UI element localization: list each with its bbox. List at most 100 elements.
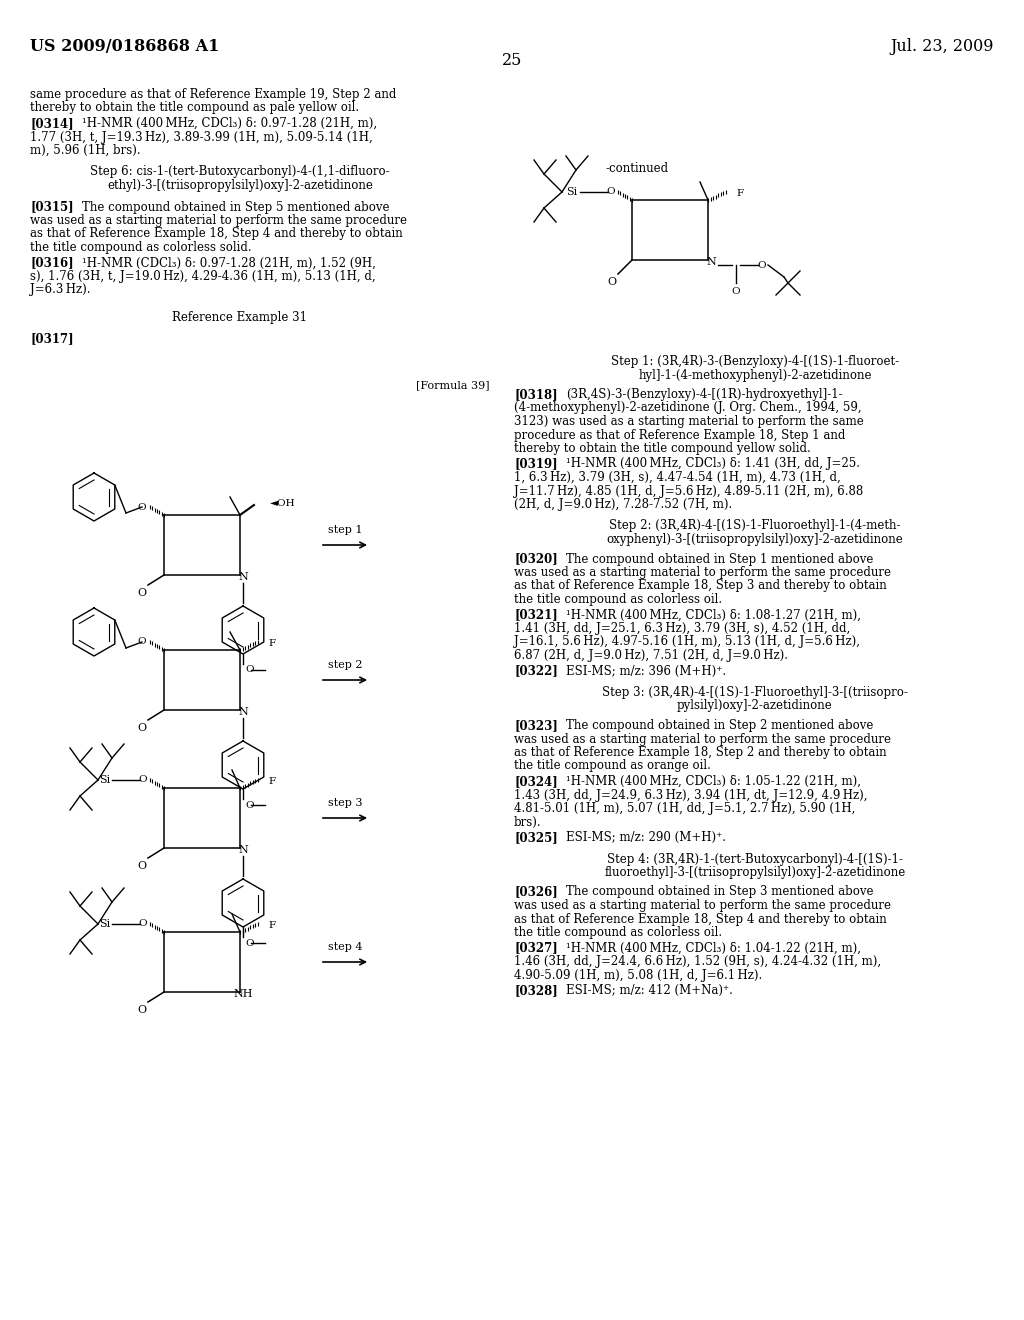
Text: ¹H-NMR (400 MHz, CDCl₃) δ: 1.08-1.27 (21H, m),: ¹H-NMR (400 MHz, CDCl₃) δ: 1.08-1.27 (21… <box>566 609 861 622</box>
Text: O: O <box>245 800 254 809</box>
Text: O: O <box>245 939 254 948</box>
Text: 4.81-5.01 (1H, m), 5.07 (1H, dd, J=5.1, 2.7 Hz), 5.90 (1H,: 4.81-5.01 (1H, m), 5.07 (1H, dd, J=5.1, … <box>514 803 855 814</box>
Text: ¹H-NMR (400 MHz, CDCl₃) δ: 1.05-1.22 (21H, m),: ¹H-NMR (400 MHz, CDCl₃) δ: 1.05-1.22 (21… <box>566 775 861 788</box>
Text: The compound obtained in Step 1 mentioned above: The compound obtained in Step 1 mentione… <box>566 553 873 565</box>
Text: ESI-MS; m/z: 412 (M+Na)⁺.: ESI-MS; m/z: 412 (M+Na)⁺. <box>566 983 733 997</box>
Text: 1.41 (3H, dd, J=25.1, 6.3 Hz), 3.79 (3H, s), 4.52 (1H, dd,: 1.41 (3H, dd, J=25.1, 6.3 Hz), 3.79 (3H,… <box>514 622 850 635</box>
Text: the title compound as colorless oil.: the title compound as colorless oil. <box>514 927 722 939</box>
Text: [0325]: [0325] <box>514 832 558 843</box>
Text: 1.43 (3H, dd, J=24.9, 6.3 Hz), 3.94 (1H, dt, J=12.9, 4.9 Hz),: 1.43 (3H, dd, J=24.9, 6.3 Hz), 3.94 (1H,… <box>514 788 867 801</box>
Text: N: N <box>707 257 716 267</box>
Text: [0322]: [0322] <box>514 664 558 677</box>
Text: same procedure as that of Reference Example 19, Step 2 and: same procedure as that of Reference Exam… <box>30 88 396 102</box>
Text: [0328]: [0328] <box>514 983 558 997</box>
Text: as that of Reference Example 18, Step 2 and thereby to obtain: as that of Reference Example 18, Step 2 … <box>514 746 887 759</box>
Text: Si: Si <box>98 775 110 785</box>
Text: F: F <box>268 921 275 931</box>
Text: as that of Reference Example 18, Step 4 and thereby to obtain: as that of Reference Example 18, Step 4 … <box>30 227 402 240</box>
Text: Si: Si <box>98 919 110 929</box>
Text: pylsilyl)oxy]-2-azetidinone: pylsilyl)oxy]-2-azetidinone <box>677 700 833 713</box>
Text: thereby to obtain the title compound yellow solid.: thereby to obtain the title compound yel… <box>514 442 811 455</box>
Text: O: O <box>138 776 147 784</box>
Text: (3R,4S)-3-(Benzyloxy)-4-[(1R)-hydroxyethyl]-1-: (3R,4S)-3-(Benzyloxy)-4-[(1R)-hydroxyeth… <box>566 388 843 401</box>
Text: O: O <box>137 587 146 598</box>
Text: O: O <box>138 920 147 928</box>
Text: Si: Si <box>565 187 577 197</box>
Text: hyl]-1-(4-methoxyphenyl)-2-azetidinone: hyl]-1-(4-methoxyphenyl)-2-azetidinone <box>638 368 871 381</box>
Text: procedure as that of Reference Example 18, Step 1 and: procedure as that of Reference Example 1… <box>514 429 846 441</box>
Text: O: O <box>137 861 146 871</box>
Text: [0327]: [0327] <box>514 941 558 954</box>
Text: [0321]: [0321] <box>514 609 558 622</box>
Text: step 2: step 2 <box>328 660 362 671</box>
Text: 3123) was used as a starting material to perform the same: 3123) was used as a starting material to… <box>514 414 864 428</box>
Text: F: F <box>268 777 275 787</box>
Text: s), 1.76 (3H, t, J=19.0 Hz), 4.29-4.36 (1H, m), 5.13 (1H, d,: s), 1.76 (3H, t, J=19.0 Hz), 4.29-4.36 (… <box>30 271 376 282</box>
Text: the title compound as orange oil.: the title compound as orange oil. <box>514 759 711 772</box>
Text: was used as a starting material to perform the same procedure: was used as a starting material to perfo… <box>514 733 891 746</box>
Text: Step 1: (3R,4R)-3-(Benzyloxy)-4-[(1S)-1-fluoroet-: Step 1: (3R,4R)-3-(Benzyloxy)-4-[(1S)-1-… <box>611 355 899 368</box>
Text: US 2009/0186868 A1: US 2009/0186868 A1 <box>30 38 219 55</box>
Text: O: O <box>137 638 146 647</box>
Text: 4.90-5.09 (1H, m), 5.08 (1H, d, J=6.1 Hz).: 4.90-5.09 (1H, m), 5.08 (1H, d, J=6.1 Hz… <box>514 969 762 982</box>
Text: NH: NH <box>233 989 253 999</box>
Text: [0316]: [0316] <box>30 256 74 269</box>
Text: oxyphenyl)-3-[(triisopropylsilyl)oxy]-2-azetidinone: oxyphenyl)-3-[(triisopropylsilyl)oxy]-2-… <box>606 533 903 546</box>
Text: brs).: brs). <box>514 816 542 829</box>
Text: fluoroethyl]-3-[(triisopropylsilyl)oxy]-2-azetidinone: fluoroethyl]-3-[(triisopropylsilyl)oxy]-… <box>604 866 905 879</box>
Text: J=16.1, 5.6 Hz), 4.97-5.16 (1H, m), 5.13 (1H, d, J=5.6 Hz),: J=16.1, 5.6 Hz), 4.97-5.16 (1H, m), 5.13… <box>514 635 860 648</box>
Text: [0326]: [0326] <box>514 886 558 899</box>
Text: ESI-MS; m/z: 396 (M+H)⁺.: ESI-MS; m/z: 396 (M+H)⁺. <box>566 664 726 677</box>
Text: ¹H-NMR (400 MHz, CDCl₃) δ: 1.04-1.22 (21H, m),: ¹H-NMR (400 MHz, CDCl₃) δ: 1.04-1.22 (21… <box>566 941 861 954</box>
Text: [0317]: [0317] <box>30 333 74 346</box>
Text: The compound obtained in Step 5 mentioned above: The compound obtained in Step 5 mentione… <box>82 201 389 214</box>
Text: Step 3: (3R,4R)-4-[(1S)-1-Fluoroethyl]-3-[(triisopro-: Step 3: (3R,4R)-4-[(1S)-1-Fluoroethyl]-3… <box>602 686 908 700</box>
Text: O: O <box>245 665 254 675</box>
Text: step 4: step 4 <box>328 942 362 952</box>
Text: J=6.3 Hz).: J=6.3 Hz). <box>30 284 90 297</box>
Text: ¹H-NMR (400 MHz, CDCl₃) δ: 0.97-1.28 (21H, m),: ¹H-NMR (400 MHz, CDCl₃) δ: 0.97-1.28 (21… <box>82 117 377 129</box>
Text: ¹H-NMR (400 MHz, CDCl₃) δ: 1.41 (3H, dd, J=25.: ¹H-NMR (400 MHz, CDCl₃) δ: 1.41 (3H, dd,… <box>566 458 860 470</box>
Text: O: O <box>137 723 146 733</box>
Text: thereby to obtain the title compound as pale yellow oil.: thereby to obtain the title compound as … <box>30 102 359 115</box>
Text: [0318]: [0318] <box>514 388 558 401</box>
Text: N: N <box>239 572 248 582</box>
Text: step 3: step 3 <box>328 799 362 808</box>
Text: Step 6: cis-1-(tert-Butoxycarbonyl)-4-(1,1-difluoro-: Step 6: cis-1-(tert-Butoxycarbonyl)-4-(1… <box>90 165 390 178</box>
Text: [0314]: [0314] <box>30 117 74 129</box>
Text: O: O <box>137 503 146 511</box>
Text: ¹H-NMR (CDCl₃) δ: 0.97-1.28 (21H, m), 1.52 (9H,: ¹H-NMR (CDCl₃) δ: 0.97-1.28 (21H, m), 1.… <box>82 256 376 269</box>
Text: (2H, d, J=9.0 Hz), 7.28-7.52 (7H, m).: (2H, d, J=9.0 Hz), 7.28-7.52 (7H, m). <box>514 498 732 511</box>
Text: 25: 25 <box>502 51 522 69</box>
Text: N: N <box>239 845 248 855</box>
Text: 1.77 (3H, t, J=19.3 Hz), 3.89-3.99 (1H, m), 5.09-5.14 (1H,: 1.77 (3H, t, J=19.3 Hz), 3.89-3.99 (1H, … <box>30 131 373 144</box>
Text: m), 5.96 (1H, brs).: m), 5.96 (1H, brs). <box>30 144 140 157</box>
Text: ESI-MS; m/z: 290 (M+H)⁺.: ESI-MS; m/z: 290 (M+H)⁺. <box>566 832 726 843</box>
Text: The compound obtained in Step 3 mentioned above: The compound obtained in Step 3 mentione… <box>566 886 873 899</box>
Text: as that of Reference Example 18, Step 4 and thereby to obtain: as that of Reference Example 18, Step 4 … <box>514 912 887 925</box>
Text: the title compound as colorless solid.: the title compound as colorless solid. <box>30 242 252 253</box>
Text: The compound obtained in Step 2 mentioned above: The compound obtained in Step 2 mentione… <box>566 719 873 733</box>
Text: (4-methoxyphenyl)-2-azetidinone (J. Org. Chem., 1994, 59,: (4-methoxyphenyl)-2-azetidinone (J. Org.… <box>514 401 861 414</box>
Text: N: N <box>239 708 248 717</box>
Text: O: O <box>758 260 766 269</box>
Text: [0323]: [0323] <box>514 719 558 733</box>
Text: Jul. 23, 2009: Jul. 23, 2009 <box>891 38 994 55</box>
Text: ◄OH: ◄OH <box>270 499 296 507</box>
Text: Step 4: (3R,4R)-1-(tert-Butoxycarbonyl)-4-[(1S)-1-: Step 4: (3R,4R)-1-(tert-Butoxycarbonyl)-… <box>607 853 903 866</box>
Text: was used as a starting material to perform the same procedure: was used as a starting material to perfo… <box>30 214 407 227</box>
Text: [0315]: [0315] <box>30 201 74 214</box>
Text: 1.46 (3H, dd, J=24.4, 6.6 Hz), 1.52 (9H, s), 4.24-4.32 (1H, m),: 1.46 (3H, dd, J=24.4, 6.6 Hz), 1.52 (9H,… <box>514 954 881 968</box>
Text: 6.87 (2H, d, J=9.0 Hz), 7.51 (2H, d, J=9.0 Hz).: 6.87 (2H, d, J=9.0 Hz), 7.51 (2H, d, J=9… <box>514 649 788 663</box>
Text: was used as a starting material to perform the same procedure: was used as a starting material to perfo… <box>514 899 891 912</box>
Text: the title compound as colorless oil.: the title compound as colorless oil. <box>514 593 722 606</box>
Text: O: O <box>732 286 740 296</box>
Text: Step 2: (3R,4R)-4-[(1S)-1-Fluoroethyl]-1-(4-meth-: Step 2: (3R,4R)-4-[(1S)-1-Fluoroethyl]-1… <box>609 520 901 532</box>
Text: F: F <box>268 639 275 648</box>
Text: O: O <box>606 187 615 197</box>
Text: 1, 6.3 Hz), 3.79 (3H, s), 4.47-4.54 (1H, m), 4.73 (1H, d,: 1, 6.3 Hz), 3.79 (3H, s), 4.47-4.54 (1H,… <box>514 471 841 484</box>
Text: [0319]: [0319] <box>514 458 558 470</box>
Text: as that of Reference Example 18, Step 3 and thereby to obtain: as that of Reference Example 18, Step 3 … <box>514 579 887 593</box>
Text: F: F <box>736 190 743 198</box>
Text: [Formula 39]: [Formula 39] <box>417 380 490 389</box>
